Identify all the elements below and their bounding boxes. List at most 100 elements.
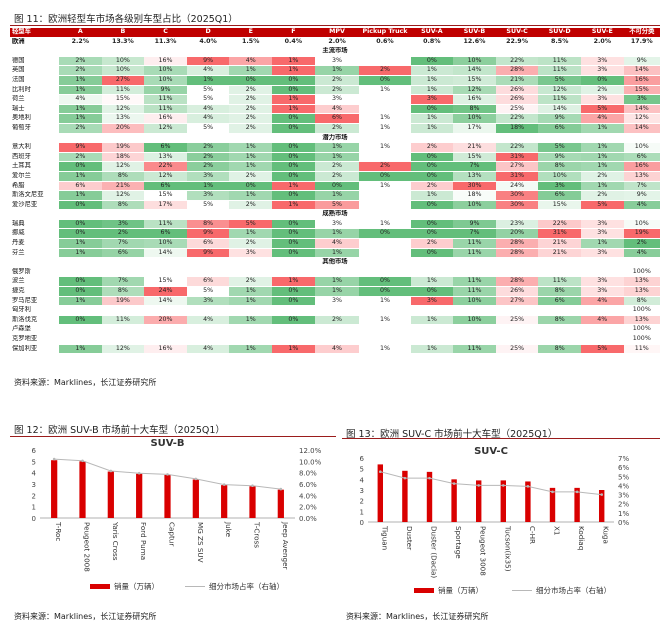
section-header-row: 主流市场 [10,46,660,57]
table-cell: 16% [623,161,660,172]
table-cell: 22% [495,56,539,67]
section-title: 其他市场 [10,257,660,268]
table-cell: 0% [410,56,454,67]
share-point [137,471,141,475]
table-cell: 3% [581,248,624,259]
table-row: 卢森堡 100% [10,324,660,335]
share-point [279,487,283,491]
table-cell: 2% [229,171,273,182]
table-cell: 3% [581,56,624,67]
table-cell: 8% [538,286,581,297]
table-cell: 12% [101,161,145,172]
table-cell: 1% [272,94,315,105]
table-cell: 11% [538,276,581,288]
section-header-row: 潜力市场 [10,132,660,144]
table-cell [495,305,539,316]
table-cell [59,324,102,335]
table-cell: 1% [229,161,273,172]
table-cell: 0% [59,276,102,288]
bar-peugeot-3008 [475,480,482,522]
table-cell [186,267,230,278]
table-cell [59,334,102,345]
table-cell: 15% [538,200,581,211]
table-cell: 1% [229,286,273,297]
table-cell: 3% [410,296,454,307]
table-cell: 6% [186,276,230,288]
table-cell: 0% [272,152,315,163]
table-cell: 10% [453,56,496,67]
table-cell: 0% [359,75,411,86]
y-tick-label-right: 4% [618,482,629,490]
column-header: SUV-D [538,28,581,38]
table-cell [453,334,496,345]
share-point [81,459,84,463]
table-cell: 2% [314,75,360,86]
table-cell [581,305,624,316]
row-label: 罗马尼亚 [10,296,60,307]
table-cell: 1% [359,296,411,307]
table-cell: 8% [186,219,230,230]
table-row: 意大利 9% 19% 6% 2% 1% 0% 1% 1% 2% 21% 22% 5% 1% 10% [10,142,660,153]
table-cell: 5% [581,200,624,211]
table-row: 荷兰 4% 15% 11% 5% 2% 1% 3% 3% 16% 26% 11% 3% 3% [10,94,660,105]
row-label: 俄罗斯 [10,267,60,278]
table-cell: 2% [314,171,360,182]
table-cell: 5% [581,344,624,355]
table-cell: 1% [359,142,411,153]
share-point [166,473,169,476]
table-cell: 2% [581,85,624,96]
table-cell: 22.9% [495,37,539,48]
table-cell: 30% [495,190,539,201]
table-cell: 16% [144,113,187,124]
table-cell: 2% [359,161,411,172]
x-tick-label: X1 [553,526,562,536]
table-cell: 5% [186,200,230,211]
row-label: 法国 [10,75,60,86]
y-tick-label-right: 5% [618,473,629,481]
section-title: 成熟市场 [10,209,660,220]
table-cell: 0% [229,75,273,86]
table-cell [314,324,360,335]
table-cell: 11% [538,56,581,67]
y-tick-label-left: 3 [360,487,364,495]
table-cell: 24% [144,286,187,297]
table-cell: 8% [453,104,496,115]
table-cell: 2% [229,85,273,96]
y-tick-label-left: 6 [32,447,37,455]
table-cell: 26% [495,286,539,297]
table-cell: 2.2% [59,37,102,48]
table-cell: 2% [314,85,360,96]
table-cell: 0% [272,85,315,96]
table-cell [144,334,187,345]
table-cell: 3% [623,94,660,105]
table-cell: 30% [453,181,496,192]
table-cell: 0% [272,315,315,326]
table-cell [59,305,102,316]
table-cell: 0% [410,171,454,182]
table-cell [359,104,411,115]
table-cell: 1% [59,85,102,96]
row-label: 斯洛伐克 [10,315,60,326]
table-cell: 0% [59,315,102,326]
table-cell: 11% [623,344,660,355]
share-point [551,490,554,494]
table-cell: 1% [359,181,411,192]
table-cell [359,334,411,345]
y-tick-label-left: 4 [32,470,37,478]
y-tick-label-right: 7% [618,455,629,463]
table-cell: 4% [229,56,273,67]
table-cell: 12% [623,113,660,124]
table-cell: 21% [453,142,496,153]
table-cell: 1% [229,228,273,240]
table-cell: 2% [229,104,273,115]
row-label: 比利时 [10,85,60,96]
column-header: SUV-A [410,28,454,38]
table-cell: 25% [495,344,539,355]
table-cell: 0.6% [359,37,411,48]
table-cell: 3% [538,181,581,192]
table-cell: 3% [314,219,360,230]
table-cell: 2% [410,181,454,192]
row-label: 保加利亚 [10,344,60,355]
table-cell: 14% [623,104,660,115]
table-cell: 0% [314,181,360,192]
